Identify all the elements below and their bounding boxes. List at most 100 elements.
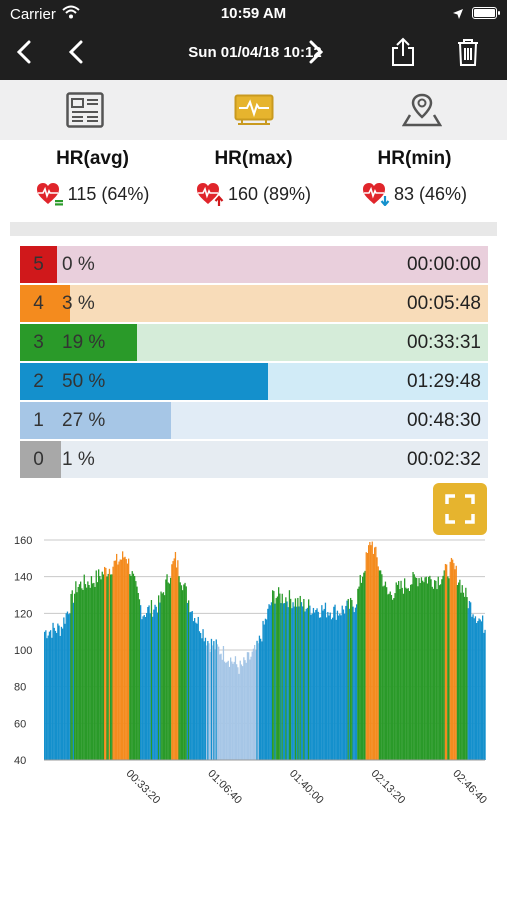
hr-sample-bar xyxy=(142,616,144,760)
hr-sample-bar xyxy=(364,570,366,760)
hr-sample-bar xyxy=(238,673,240,760)
hr-sample-bar xyxy=(77,586,79,760)
zone-percent: 19 % xyxy=(62,331,106,353)
hr-sample-bar xyxy=(204,637,207,760)
hr-sample-bar xyxy=(467,608,469,760)
hr-sample-bar xyxy=(375,546,377,760)
hr-sample-bar xyxy=(443,570,445,760)
hr-sample-bar xyxy=(178,576,180,760)
hr-sample-bar xyxy=(342,609,345,760)
hr-sample-bar xyxy=(150,600,153,760)
zone-fill-bar xyxy=(57,285,70,322)
hr-sample-bar xyxy=(306,607,309,760)
delete-button[interactable] xyxy=(450,34,486,70)
hr-sample-bar xyxy=(358,586,360,760)
y-tick-label: 80 xyxy=(14,682,26,694)
hr-sample-bar xyxy=(450,557,453,760)
hr-sample-bar xyxy=(177,560,179,760)
chevron-left-icon xyxy=(68,40,83,64)
hr-min-label: HR(min) xyxy=(377,148,452,169)
hr-sample-bar xyxy=(128,558,130,760)
hr-sample-bar xyxy=(447,576,449,760)
tab-heart-rate[interactable] xyxy=(224,90,284,130)
y-tick-label: 100 xyxy=(14,645,32,657)
hr-sample-bar xyxy=(101,571,103,760)
hr-sample-bar xyxy=(269,605,271,760)
zone-percent: 50 % xyxy=(62,370,106,392)
zone-row-1[interactable]: 1 27 % 00:48:30 xyxy=(20,402,488,439)
hr-sample-bar xyxy=(413,574,415,760)
hr-sample-bar xyxy=(484,629,486,760)
hr-sample-bar xyxy=(398,581,400,760)
hr-sample-bar xyxy=(466,597,468,760)
hr-sample-bar xyxy=(94,586,96,760)
hr-sample-bar xyxy=(454,569,456,760)
hr-sample-bar xyxy=(52,622,54,760)
hr-sample-bar xyxy=(198,631,201,760)
hr-sample-bar xyxy=(296,606,298,760)
hr-sample-bar xyxy=(275,598,277,760)
hr-sample-bar xyxy=(47,635,49,760)
next-workout-button[interactable] xyxy=(298,34,334,70)
hr-sample-bar xyxy=(98,569,100,760)
hr-sample-bar xyxy=(351,600,353,760)
hr-sample-bar xyxy=(414,577,417,760)
zone-row-3[interactable]: 3 19 % 00:33:31 xyxy=(20,324,488,361)
share-button[interactable] xyxy=(385,34,421,70)
zone-row-2[interactable]: 2 50 % 01:29:48 xyxy=(20,363,488,400)
hr-sample-bar xyxy=(282,603,285,760)
hr-sample-bar xyxy=(225,662,227,760)
hr-sample-bar xyxy=(208,643,210,760)
fullscreen-button[interactable] xyxy=(433,483,487,535)
hr-sample-bar xyxy=(472,614,474,760)
hr-sample-bar xyxy=(461,585,463,760)
hr-sample-bar xyxy=(50,630,52,760)
hr-sample-bar xyxy=(116,553,118,760)
hr-sample-bar xyxy=(322,610,324,760)
zone-track xyxy=(20,285,488,322)
hr-sample-bar xyxy=(130,575,132,760)
hr-sample-bar xyxy=(446,564,448,760)
hr-sample-bar xyxy=(135,581,137,760)
tab-summary[interactable] xyxy=(55,90,115,130)
hr-sample-bar xyxy=(293,606,295,760)
hr-sample-bar xyxy=(410,584,412,760)
hr-sample-bar xyxy=(431,586,433,760)
hr-sample-bar xyxy=(174,551,177,760)
hr-sample-bar xyxy=(278,587,280,760)
hr-sample-bar xyxy=(482,615,484,760)
zone-percent: 1 % xyxy=(62,448,95,470)
zone-row-4[interactable]: 4 3 % 00:05:48 xyxy=(20,285,488,322)
y-tick-label: 160 xyxy=(14,535,32,547)
hr-sample-bar xyxy=(112,566,114,760)
heart-avg-icon xyxy=(36,183,63,206)
tab-map[interactable] xyxy=(392,90,452,130)
hr-sample-bar xyxy=(62,628,64,760)
hr-sample-bar xyxy=(99,575,101,760)
zone-number: 4 xyxy=(20,285,57,322)
workout-date-title: Sun 01/04/18 10:12 xyxy=(188,44,322,61)
hr-sample-bar xyxy=(300,602,303,760)
hr-sample-bar xyxy=(288,590,291,760)
hr-sample-bar xyxy=(357,588,359,760)
hr-sample-bar xyxy=(261,641,263,760)
hr-sample-bar xyxy=(356,604,358,760)
hr-sample-bar xyxy=(338,615,340,760)
hr-sample-bar xyxy=(395,582,397,760)
hr-sample-bar xyxy=(350,597,352,760)
back-button[interactable] xyxy=(6,34,42,70)
hr-sample-bar xyxy=(353,612,355,760)
previous-workout-button[interactable] xyxy=(58,34,94,70)
zone-row-0[interactable]: 0 1 % 00:02:32 xyxy=(20,441,488,478)
hr-sample-bar xyxy=(382,586,384,760)
zone-row-5[interactable]: 5 0 % 00:00:00 xyxy=(20,246,488,283)
hr-sample-bar xyxy=(122,551,124,760)
hr-sample-bar xyxy=(246,652,249,760)
hr-sample-bar xyxy=(471,616,473,760)
hr-sample-bar xyxy=(336,610,339,760)
wifi-icon xyxy=(62,5,80,24)
hr-sample-bar xyxy=(419,583,421,760)
hr-sample-bar xyxy=(309,605,311,760)
zone-fill-bar xyxy=(57,441,62,478)
hr-sample-bar xyxy=(286,601,288,760)
